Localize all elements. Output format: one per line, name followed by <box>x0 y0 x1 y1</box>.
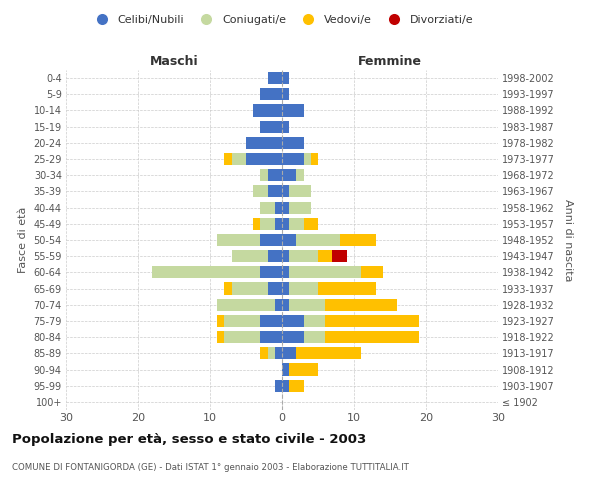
Bar <box>217 315 224 327</box>
Bar <box>232 282 268 294</box>
Bar <box>304 331 325 343</box>
Bar <box>282 234 296 246</box>
Bar <box>282 88 289 101</box>
Bar <box>318 250 332 262</box>
Text: COMUNE DI FONTANIGORDA (GE) - Dati ISTAT 1° gennaio 2003 - Elaborazione TUTTITAL: COMUNE DI FONTANIGORDA (GE) - Dati ISTAT… <box>12 462 409 471</box>
Bar <box>289 364 318 376</box>
Bar <box>282 153 304 165</box>
Bar <box>289 202 311 213</box>
Bar <box>304 315 325 327</box>
Bar <box>260 266 282 278</box>
Text: Maschi: Maschi <box>149 56 199 68</box>
Bar <box>260 348 268 360</box>
Bar <box>152 266 260 278</box>
Bar <box>340 234 376 246</box>
Bar <box>289 380 304 392</box>
Bar <box>318 282 376 294</box>
Bar <box>275 218 282 230</box>
Bar <box>289 298 325 311</box>
Bar <box>282 72 289 84</box>
Bar <box>253 104 282 117</box>
Bar <box>224 315 260 327</box>
Bar <box>282 380 289 392</box>
Bar <box>282 250 289 262</box>
Bar <box>282 186 289 198</box>
Y-axis label: Anni di nascita: Anni di nascita <box>563 198 574 281</box>
Bar <box>224 282 232 294</box>
Bar <box>282 169 296 181</box>
Bar <box>217 298 275 311</box>
Bar <box>268 186 282 198</box>
Bar <box>282 348 296 360</box>
Bar <box>224 331 260 343</box>
Bar <box>282 202 289 213</box>
Legend: Celibi/Nubili, Coniugati/e, Vedovi/e, Divorziati/e: Celibi/Nubili, Coniugati/e, Vedovi/e, Di… <box>86 10 478 29</box>
Bar <box>296 169 304 181</box>
Bar <box>282 266 289 278</box>
Bar <box>268 250 282 262</box>
Bar <box>260 202 275 213</box>
Bar <box>332 250 347 262</box>
Bar <box>361 266 383 278</box>
Bar <box>304 153 311 165</box>
Bar <box>282 104 304 117</box>
Bar <box>260 331 282 343</box>
Bar <box>275 202 282 213</box>
Bar <box>217 331 224 343</box>
Bar <box>275 380 282 392</box>
Bar <box>289 218 304 230</box>
Bar <box>325 315 419 327</box>
Bar <box>296 234 340 246</box>
Bar <box>260 120 282 132</box>
Bar <box>325 298 397 311</box>
Bar <box>275 348 282 360</box>
Bar <box>260 234 282 246</box>
Bar <box>275 298 282 311</box>
Bar <box>282 331 304 343</box>
Bar <box>282 298 289 311</box>
Bar <box>304 218 318 230</box>
Bar <box>232 153 246 165</box>
Bar <box>268 169 282 181</box>
Bar <box>246 153 282 165</box>
Bar <box>325 331 419 343</box>
Bar <box>282 315 304 327</box>
Bar <box>282 282 289 294</box>
Bar <box>246 137 282 149</box>
Bar <box>253 186 268 198</box>
Bar <box>260 169 268 181</box>
Bar <box>268 72 282 84</box>
Bar <box>268 282 282 294</box>
Bar <box>282 137 304 149</box>
Bar <box>260 88 282 101</box>
Bar <box>253 218 260 230</box>
Bar <box>289 266 361 278</box>
Bar <box>232 250 268 262</box>
Bar <box>296 348 361 360</box>
Bar <box>260 218 275 230</box>
Bar <box>224 153 232 165</box>
Bar <box>268 348 275 360</box>
Bar <box>282 364 289 376</box>
Bar <box>282 218 289 230</box>
Text: Popolazione per età, sesso e stato civile - 2003: Popolazione per età, sesso e stato civil… <box>12 432 366 446</box>
Y-axis label: Fasce di età: Fasce di età <box>18 207 28 273</box>
Bar <box>289 282 318 294</box>
Bar <box>311 153 318 165</box>
Bar <box>289 250 318 262</box>
Bar <box>217 234 260 246</box>
Bar <box>289 186 311 198</box>
Text: Femmine: Femmine <box>358 56 422 68</box>
Bar <box>260 315 282 327</box>
Bar <box>282 120 289 132</box>
